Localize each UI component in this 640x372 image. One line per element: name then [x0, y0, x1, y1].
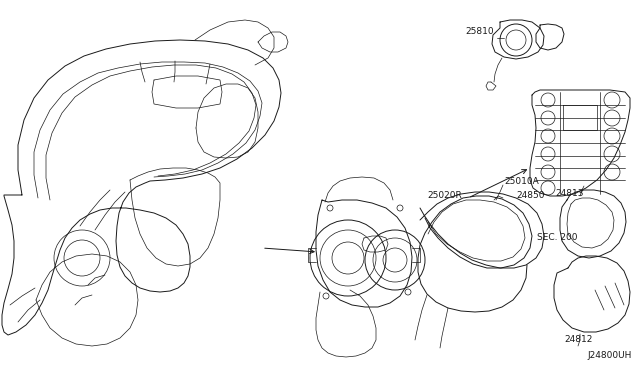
- Text: 24850: 24850: [516, 192, 545, 201]
- Text: 25810: 25810: [465, 28, 494, 36]
- Text: 25010A: 25010A: [504, 177, 539, 186]
- Text: 24812: 24812: [564, 336, 593, 344]
- Text: 25020R: 25020R: [428, 190, 462, 199]
- Text: J24800UH: J24800UH: [588, 350, 632, 359]
- Text: SEC. 200: SEC. 200: [537, 234, 577, 243]
- Text: 24813: 24813: [555, 189, 584, 199]
